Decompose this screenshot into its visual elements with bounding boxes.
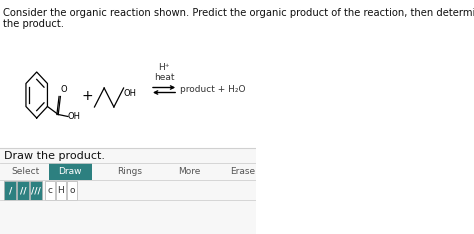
Text: the product.: the product. xyxy=(3,19,64,29)
Bar xyxy=(17,181,29,200)
Text: heat: heat xyxy=(154,73,174,83)
Bar xyxy=(67,181,77,200)
Bar xyxy=(56,181,66,200)
Text: ///: /// xyxy=(31,186,41,195)
Text: OH: OH xyxy=(68,112,81,121)
Text: product + H₂O: product + H₂O xyxy=(180,85,246,95)
Text: o: o xyxy=(69,186,74,195)
Text: Draw: Draw xyxy=(58,167,82,176)
Text: //: // xyxy=(20,186,27,195)
Text: Select: Select xyxy=(12,167,40,176)
Text: Rings: Rings xyxy=(117,167,142,176)
Text: Consider the organic reaction shown. Predict the organic product of the reaction: Consider the organic reaction shown. Pre… xyxy=(3,8,474,18)
Text: +: + xyxy=(82,89,93,103)
Text: c: c xyxy=(48,186,53,195)
Bar xyxy=(46,181,55,200)
Text: /: / xyxy=(9,186,12,195)
Text: H: H xyxy=(58,186,64,195)
Text: OH: OH xyxy=(124,88,137,98)
Text: Draw the product.: Draw the product. xyxy=(4,151,105,161)
Text: O: O xyxy=(61,85,68,95)
Bar xyxy=(30,181,42,200)
Text: More: More xyxy=(178,167,200,176)
Bar xyxy=(48,163,92,180)
Bar xyxy=(0,148,256,234)
Text: H⁺: H⁺ xyxy=(158,63,170,73)
Text: Erase: Erase xyxy=(230,167,255,176)
Bar xyxy=(4,181,16,200)
